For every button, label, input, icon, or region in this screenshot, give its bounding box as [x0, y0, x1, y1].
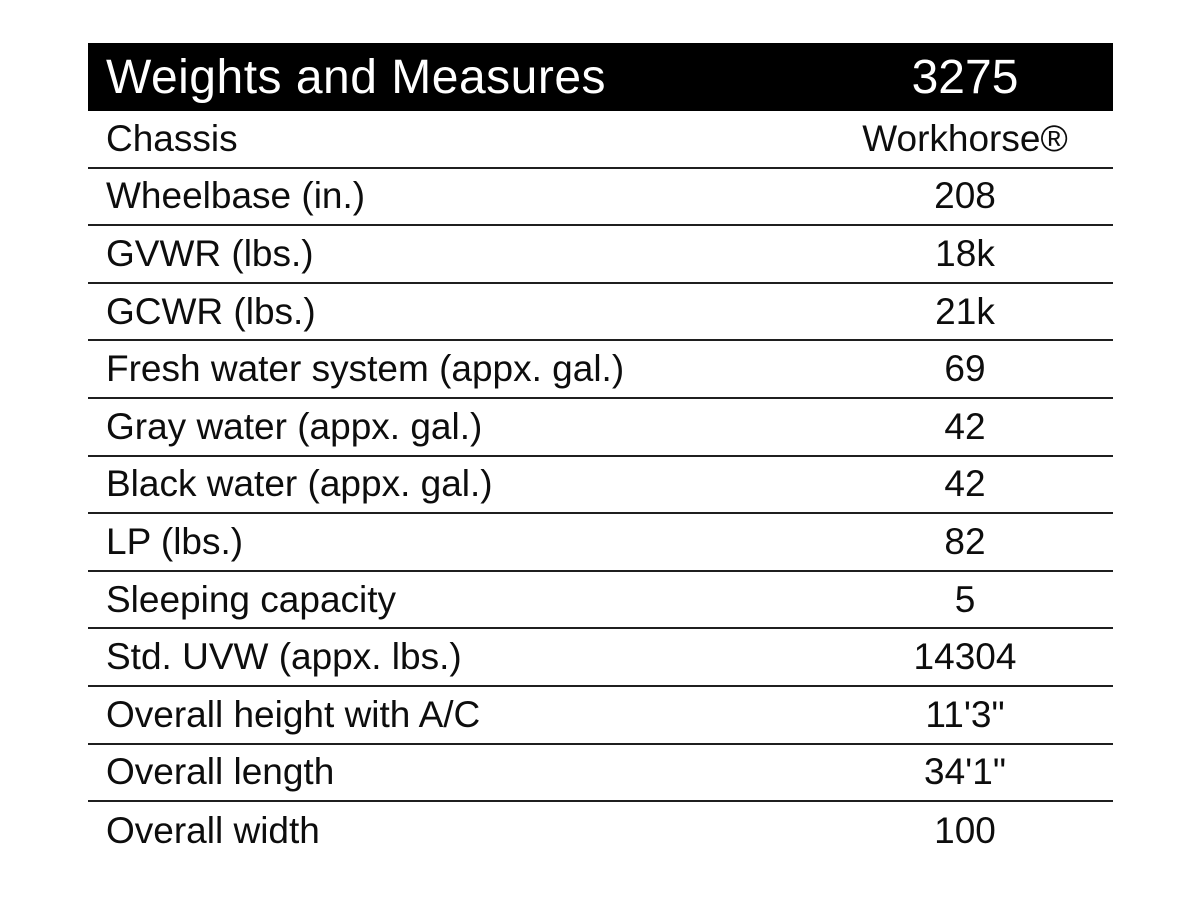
table-row-overall-height: Overall height with A/C 11'3" — [88, 687, 1113, 745]
row-value: 100 — [934, 809, 996, 851]
row-value: 21k — [935, 290, 995, 332]
table-header: Weights and Measures 3275 — [88, 43, 1113, 111]
row-label: Overall width — [106, 809, 320, 851]
model-number: 3275 — [911, 50, 1019, 104]
row-value: 5 — [954, 578, 976, 620]
table-row-wheelbase: Wheelbase (in.) 208 — [88, 169, 1113, 227]
row-label: GVWR (lbs.) — [106, 232, 314, 274]
row-label: Fresh water system (appx. gal.) — [106, 348, 625, 390]
table-row-gvwr: GVWR (lbs.) 18k — [88, 226, 1113, 284]
row-value: 11'3" — [925, 693, 1005, 735]
row-value: 34'1" — [924, 751, 1006, 793]
row-label: Gray water (appx. gal.) — [106, 405, 483, 447]
row-value: 42 — [944, 463, 986, 505]
row-value: 69 — [944, 348, 986, 390]
table-row-sleeping-capacity: Sleeping capacity 5 — [88, 572, 1113, 630]
row-label: Wheelbase (in.) — [106, 175, 366, 217]
row-label: Sleeping capacity — [106, 578, 397, 620]
table-row-black-water: Black water (appx. gal.) 42 — [88, 457, 1113, 515]
row-value: Workhorse® — [862, 117, 1068, 159]
row-label: LP (lbs.) — [106, 520, 244, 562]
row-label: Std. UVW (appx. lbs.) — [106, 636, 462, 678]
row-label: Overall length — [106, 751, 335, 793]
table-row-lp: LP (lbs.) 82 — [88, 514, 1113, 572]
row-value: 208 — [934, 175, 996, 217]
table-row-overall-length: Overall length 34'1" — [88, 745, 1113, 803]
table-title: Weights and Measures — [106, 50, 607, 104]
row-value: 82 — [944, 520, 986, 562]
table-row-gray-water: Gray water (appx. gal.) 42 — [88, 399, 1113, 457]
row-value: 42 — [944, 405, 986, 447]
table-row-overall-width: Overall width 100 — [88, 802, 1113, 860]
table-row-std-uvw: Std. UVW (appx. lbs.) 14304 — [88, 629, 1113, 687]
row-label: Overall height with A/C — [106, 693, 481, 735]
row-value: 18k — [935, 232, 995, 274]
table-row-fresh-water: Fresh water system (appx. gal.) 69 — [88, 341, 1113, 399]
row-label: GCWR (lbs.) — [106, 290, 316, 332]
row-value: 14304 — [913, 636, 1017, 678]
weights-and-measures-table: Weights and Measures 3275 Chassis Workho… — [88, 43, 1113, 860]
table-row-chassis: Chassis Workhorse® — [88, 111, 1113, 169]
row-label: Black water (appx. gal.) — [106, 463, 493, 505]
row-label: Chassis — [106, 117, 238, 159]
table-row-gcwr: GCWR (lbs.) 21k — [88, 284, 1113, 342]
